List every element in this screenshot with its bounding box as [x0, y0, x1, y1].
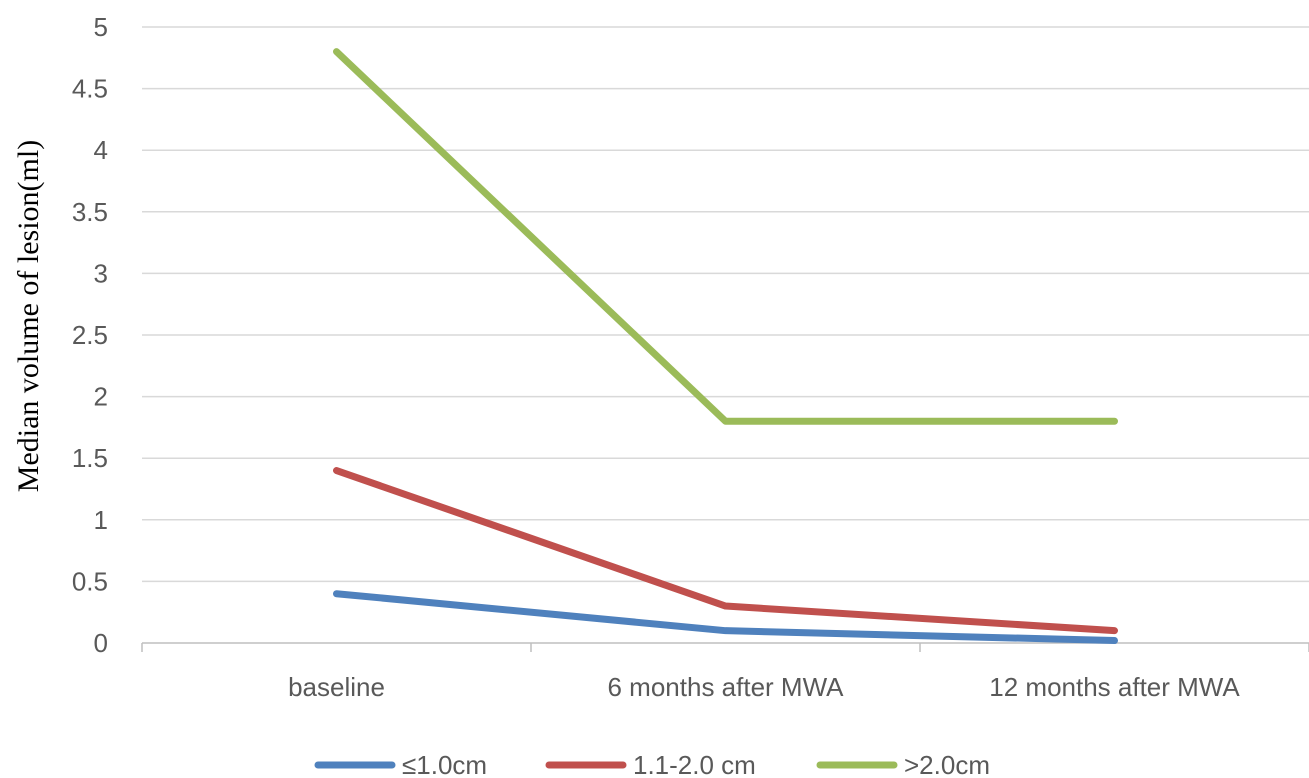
series-line-1 — [337, 594, 1115, 641]
y-tick-label: 1 — [94, 505, 108, 535]
legend-label: ≤1.0cm — [402, 750, 487, 778]
legend: ≤1.0cm 1.1-2.0 cm >2.0cm — [318, 750, 990, 778]
y-tick-label: 3.5 — [72, 197, 108, 227]
y-tick-label: 4 — [94, 135, 108, 165]
y-tick-label: 2.5 — [72, 320, 108, 350]
x-tick-label: baseline — [288, 672, 385, 702]
x-tick-label: 12 months after MWA — [989, 672, 1240, 702]
y-tick-label: 0 — [94, 628, 108, 658]
legend-label: 1.1-2.0 cm — [633, 750, 756, 778]
y-tick-label: 1.5 — [72, 443, 108, 473]
x-axis — [142, 643, 1309, 652]
y-tick-label: 3 — [94, 258, 108, 288]
legend-label: >2.0cm — [904, 750, 990, 778]
y-tick-label: 4.5 — [72, 74, 108, 104]
gridlines — [142, 27, 1309, 581]
x-tick-label: 6 months after MWA — [608, 672, 845, 702]
x-axis-tick-labels: baseline 6 months after MWA 12 months afte… — [288, 672, 1240, 702]
series-line-3 — [337, 52, 1115, 422]
series-lines — [337, 52, 1115, 641]
y-axis-tick-labels: 0 0.5 1 1.5 2 2.5 3 3.5 4 4.5 5 — [72, 12, 108, 658]
y-tick-label: 0.5 — [72, 566, 108, 596]
y-axis-title: Median volume of lesion(ml) — [12, 140, 45, 492]
y-tick-label: 2 — [94, 382, 108, 412]
y-tick-label: 5 — [94, 12, 108, 42]
